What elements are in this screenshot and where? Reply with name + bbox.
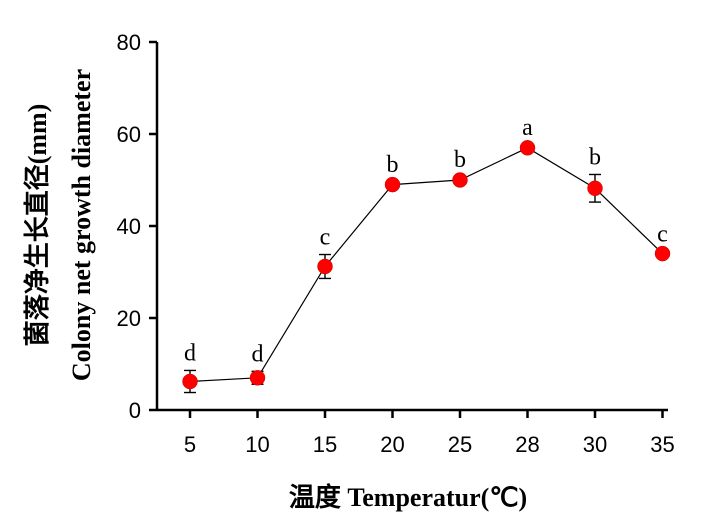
data-points	[182, 140, 671, 390]
data-point	[182, 373, 198, 390]
data-point	[654, 245, 671, 262]
significance-label: c	[657, 221, 668, 247]
data-point	[317, 258, 333, 275]
significance-label: a	[522, 115, 533, 141]
significance-label: d	[252, 341, 264, 367]
y-axis-title-line2: Colony net growth diameter	[67, 69, 96, 381]
significance-labels: d d c b b a b c	[184, 115, 668, 367]
y-tick-label: 80	[117, 30, 141, 55]
x-tick-label: 15	[313, 432, 337, 457]
y-axis-title-line1: 菌落净生长直径(mm)	[23, 104, 52, 347]
y-tick-label: 0	[129, 398, 141, 423]
significance-label: d	[184, 340, 196, 366]
y-axis-title: 菌落净生长直径(mm) Colony net growth diameter	[23, 69, 96, 381]
x-tick-label: 20	[380, 432, 404, 457]
data-point	[452, 172, 468, 188]
y-tick-label: 20	[117, 306, 141, 331]
significance-label: b	[387, 152, 399, 178]
x-tick-label: 35	[650, 432, 674, 457]
significance-label: b	[454, 147, 466, 173]
y-tick-label: 40	[117, 214, 141, 239]
data-point	[519, 140, 536, 156]
y-tick-label: 60	[117, 122, 141, 147]
significance-label: b	[589, 144, 601, 170]
data-point	[249, 370, 266, 386]
significance-label: c	[320, 225, 331, 251]
x-axis-title: 温度 Temperatur(℃)	[289, 482, 527, 512]
x-tick-label: 28	[515, 432, 539, 457]
x-tick-label: 5	[184, 432, 196, 457]
x-tick-label: 25	[448, 432, 472, 457]
x-tick-label: 30	[583, 432, 607, 457]
x-ticks: 5 10 15 20 25 28 30 35	[184, 410, 675, 457]
data-point	[587, 180, 603, 197]
x-tick-label: 10	[245, 432, 269, 457]
series-line	[189, 147, 663, 383]
y-ticks: 0 20 40 60 80	[117, 30, 157, 423]
data-point	[384, 176, 401, 193]
